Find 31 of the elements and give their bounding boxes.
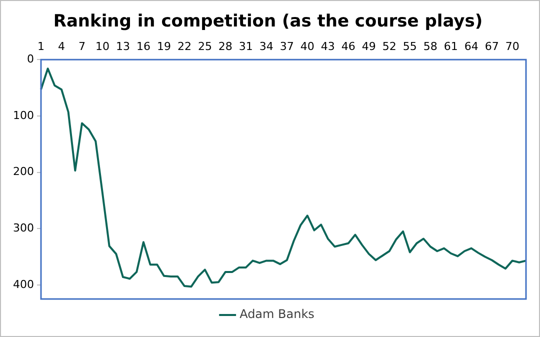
x-tick-label: 13: [116, 40, 130, 53]
x-tick-label: 22: [177, 40, 192, 53]
chart-title: Ranking in competition (as the course plays): [53, 12, 483, 32]
x-tick-label: 61: [444, 40, 458, 53]
x-tick-label: 40: [300, 40, 314, 53]
x-tick-label: 55: [402, 40, 417, 53]
x-tick-label: 46: [341, 40, 356, 53]
y-tick-label: 0: [26, 52, 34, 66]
legend-label: Adam Banks: [240, 307, 314, 322]
x-tick-label: 28: [218, 40, 232, 53]
x-tick-label: 34: [259, 40, 274, 53]
y-tick-label: 400: [12, 278, 34, 291]
x-tick-label: 16: [136, 40, 150, 53]
x-tick-label: 52: [382, 40, 396, 53]
x-tick-label: 7: [78, 40, 86, 53]
x-tick-label: 58: [423, 40, 438, 53]
x-tick-label: 37: [280, 40, 294, 53]
x-tick-label: 70: [505, 40, 520, 53]
x-tick-label: 43: [320, 40, 335, 53]
x-tick-label: 64: [464, 40, 478, 53]
x-tick-label: 67: [484, 40, 499, 53]
y-tick-label: 300: [12, 221, 34, 234]
y-tick-label: 100: [12, 108, 34, 122]
x-tick-label: 4: [58, 40, 65, 53]
x-tick-label: 49: [362, 40, 376, 53]
y-tick-label: 200: [12, 165, 34, 178]
x-tick-label: 19: [156, 40, 171, 53]
x-tick-label: 31: [238, 40, 253, 53]
x-tick-label: 25: [198, 40, 212, 53]
x-tick-label: 1: [37, 40, 44, 53]
x-tick-label: 10: [95, 40, 110, 53]
